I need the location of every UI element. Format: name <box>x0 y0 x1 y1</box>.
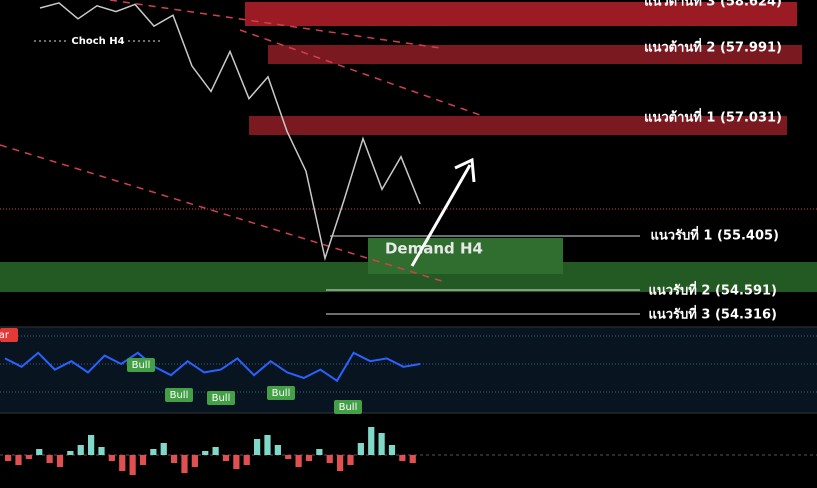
histogram-bar <box>119 455 126 471</box>
histogram-bar <box>295 455 302 467</box>
signal-badge <box>165 388 193 402</box>
signal-badge <box>127 358 155 372</box>
histogram-bar <box>129 455 136 475</box>
histogram-bar <box>264 435 271 455</box>
annotation: Choch H4 <box>71 36 124 47</box>
histogram-bar <box>357 443 364 455</box>
histogram-bar <box>181 455 188 473</box>
histogram-bar <box>150 449 157 455</box>
level-label: แนวรับที่ 3 (54.316) <box>648 305 777 323</box>
histogram-bar <box>233 455 240 469</box>
histogram-bar <box>388 445 396 455</box>
resistance-zone <box>245 2 797 26</box>
histogram-bar <box>326 455 333 463</box>
histogram-bar <box>285 455 292 459</box>
arrow <box>410 164 472 267</box>
histogram-bar <box>191 455 198 467</box>
level-label: แนวต้านที่ 2 (57.991) <box>644 38 782 56</box>
level-label: แนวต้านที่ 1 (57.031) <box>644 108 782 126</box>
histogram-bar <box>274 445 281 455</box>
histogram-bar <box>399 455 406 461</box>
signal-label: Bull <box>170 390 189 401</box>
histogram-bar <box>409 455 416 463</box>
histogram-bar <box>46 455 53 463</box>
signal-badge <box>207 391 235 405</box>
resistance-zone <box>249 116 787 135</box>
signal-badge <box>334 400 362 414</box>
histogram-bar <box>337 455 344 471</box>
histogram-bar <box>15 455 22 465</box>
signal-badge <box>0 328 18 342</box>
histogram-bar <box>77 445 84 455</box>
histogram-bar <box>108 455 115 461</box>
histogram-bar <box>56 455 64 467</box>
histogram-bar <box>160 443 167 455</box>
histogram-bar <box>5 455 12 461</box>
histogram-bar <box>88 435 95 455</box>
signal-label: ear <box>0 330 10 341</box>
histogram-bar <box>212 447 219 455</box>
histogram-bar <box>305 455 313 461</box>
annotation: Demand H4 <box>385 240 483 258</box>
histogram-bar <box>139 455 147 465</box>
trend-line <box>239 29 481 116</box>
histogram-bar <box>222 455 230 461</box>
histogram-bar <box>347 455 354 465</box>
signal-label: Bull <box>212 393 231 404</box>
price-line <box>39 2 421 262</box>
histogram-bar <box>254 439 261 455</box>
histogram-bar <box>378 433 385 455</box>
oscillator-line <box>4 351 421 383</box>
signal-label: Bull <box>339 402 358 413</box>
histogram-bar <box>67 451 74 455</box>
signal-badge <box>267 386 295 400</box>
level-label: แนวรับที่ 2 (54.591) <box>648 281 777 299</box>
level-label: แนวรับที่ 1 (55.405) <box>650 226 779 244</box>
histogram-bar <box>25 455 32 459</box>
histogram-bar <box>368 427 375 455</box>
oscillator-panel <box>0 327 817 413</box>
level-label: แนวต้านที่ 3 (58.624) <box>644 0 782 10</box>
histogram-bar <box>171 455 178 463</box>
histogram-bar <box>202 451 209 455</box>
histogram-bar <box>243 455 250 465</box>
signal-label: Bull <box>132 360 151 371</box>
signal-label: Bull <box>272 388 291 399</box>
histogram-bar <box>98 447 105 455</box>
resistance-zone <box>268 45 802 64</box>
histogram-bar <box>316 449 323 455</box>
trend-line <box>109 0 441 49</box>
arrow-head <box>454 157 476 183</box>
histogram-bar <box>36 449 43 455</box>
